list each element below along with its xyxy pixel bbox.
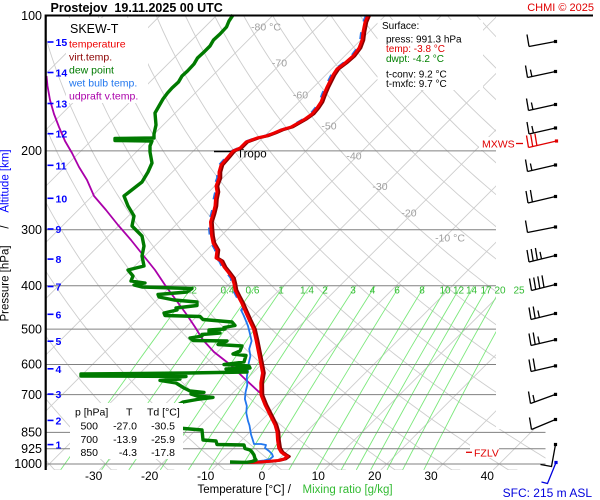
svg-text:20: 20 xyxy=(368,469,382,483)
svg-text:T: T xyxy=(126,407,133,419)
svg-text:11: 11 xyxy=(56,160,67,172)
svg-text:Temperature [°C] /: Temperature [°C] / xyxy=(198,484,292,496)
svg-text:2: 2 xyxy=(322,286,328,297)
svg-text:925: 925 xyxy=(21,442,42,456)
svg-text:12: 12 xyxy=(56,129,68,141)
svg-text:8: 8 xyxy=(56,254,62,266)
svg-text:6: 6 xyxy=(56,309,62,321)
svg-text:-20: -20 xyxy=(401,208,416,220)
svg-text:700: 700 xyxy=(80,434,98,446)
svg-text:-70: -70 xyxy=(272,58,287,70)
svg-text:14: 14 xyxy=(466,286,478,297)
svg-text:400: 400 xyxy=(21,279,42,293)
svg-text:10: 10 xyxy=(439,286,451,297)
svg-text:-10: -10 xyxy=(197,469,215,483)
svg-text:20: 20 xyxy=(494,286,506,297)
svg-text:8: 8 xyxy=(419,286,425,297)
svg-text:-13.9: -13.9 xyxy=(113,434,137,446)
svg-text:1: 1 xyxy=(278,286,284,297)
svg-text:7: 7 xyxy=(56,282,62,294)
svg-text:temp: -3.8 °C: temp: -3.8 °C xyxy=(386,44,445,55)
svg-text:15: 15 xyxy=(56,37,68,49)
svg-text:700: 700 xyxy=(21,388,42,402)
svg-text:wet bulb temp.: wet bulb temp. xyxy=(68,78,137,90)
svg-text:3: 3 xyxy=(56,389,62,401)
svg-text:Surface:: Surface: xyxy=(382,21,419,32)
svg-text:CHMI © 2025: CHMI © 2025 xyxy=(527,2,594,14)
svg-text:t-mxfc: 9.7 °C: t-mxfc: 9.7 °C xyxy=(386,79,447,90)
svg-text:600: 600 xyxy=(21,358,42,372)
svg-text:-4.3: -4.3 xyxy=(119,447,137,459)
svg-text:6: 6 xyxy=(394,286,400,297)
svg-text:press: 991.3 hPa: press: 991.3 hPa xyxy=(386,35,462,46)
svg-text:dew point: dew point xyxy=(69,65,114,77)
svg-text:0.6: 0.6 xyxy=(246,286,260,297)
svg-text:850: 850 xyxy=(80,447,98,459)
svg-text:1.4: 1.4 xyxy=(300,286,314,297)
svg-text:MXWS: MXWS xyxy=(482,138,515,150)
svg-text:-25.9: -25.9 xyxy=(151,434,175,446)
svg-text:Td [°C]: Td [°C] xyxy=(147,407,180,419)
svg-text:virt.temp.: virt.temp. xyxy=(69,52,112,64)
svg-text:-30.5: -30.5 xyxy=(151,421,175,433)
svg-text:SFC: 215 m ASL: SFC: 215 m ASL xyxy=(503,486,593,500)
svg-text:-30: -30 xyxy=(85,469,103,483)
svg-text:-20: -20 xyxy=(141,469,159,483)
svg-text:/: / xyxy=(0,225,12,229)
svg-text:300: 300 xyxy=(21,223,42,237)
svg-text:Pressure [hPa]: Pressure [hPa] xyxy=(0,245,12,321)
svg-text:200: 200 xyxy=(21,144,42,158)
svg-text:-27.0: -27.0 xyxy=(113,421,137,433)
svg-text:9: 9 xyxy=(56,224,62,236)
svg-text:-80 °C: -80 °C xyxy=(251,22,281,34)
svg-text:-50: -50 xyxy=(321,121,336,133)
svg-text:12: 12 xyxy=(453,286,465,297)
svg-text:1000: 1000 xyxy=(14,457,42,471)
svg-text:temperature: temperature xyxy=(69,39,126,51)
svg-text:10: 10 xyxy=(312,469,326,483)
svg-text:Altitude [km]: Altitude [km] xyxy=(0,149,12,212)
svg-text:500: 500 xyxy=(80,421,98,433)
svg-text:30: 30 xyxy=(424,469,438,483)
svg-text:10: 10 xyxy=(56,193,68,205)
svg-text:500: 500 xyxy=(21,322,42,336)
svg-text:5: 5 xyxy=(56,336,62,348)
svg-text:SKEW-T: SKEW-T xyxy=(70,22,119,36)
svg-text:-17.8: -17.8 xyxy=(151,447,175,459)
svg-text:udpraft v.temp.: udpraft v.temp. xyxy=(69,91,138,103)
svg-text:40: 40 xyxy=(481,469,495,483)
svg-text:25: 25 xyxy=(513,286,525,297)
svg-text:t-conv: 9.2 °C: t-conv: 9.2 °C xyxy=(386,69,447,80)
svg-text:1: 1 xyxy=(56,440,62,452)
svg-text:0: 0 xyxy=(259,469,266,483)
svg-text:14: 14 xyxy=(56,68,68,80)
svg-text:17: 17 xyxy=(480,286,492,297)
svg-text:FZLV: FZLV xyxy=(474,447,499,459)
svg-text:4: 4 xyxy=(370,286,376,297)
svg-text:dwpt: -4.2 °C: dwpt: -4.2 °C xyxy=(386,54,444,65)
svg-text:Prostejov 19.11.2025 00 UTC: Prostejov 19.11.2025 00 UTC xyxy=(51,1,223,15)
svg-text:-30: -30 xyxy=(372,181,387,193)
svg-text:13: 13 xyxy=(56,99,68,111)
svg-text:100: 100 xyxy=(21,9,42,23)
svg-text:2: 2 xyxy=(56,415,62,427)
svg-text:4: 4 xyxy=(56,364,62,376)
svg-text:-40: -40 xyxy=(346,151,361,163)
svg-text:0.4: 0.4 xyxy=(221,286,235,297)
svg-text:p [hPa]: p [hPa] xyxy=(75,407,108,419)
svg-text:Tropo: Tropo xyxy=(237,149,267,161)
svg-text:Mixing ratio [g/kg]: Mixing ratio [g/kg] xyxy=(303,484,393,496)
svg-text:-10 °C: -10 °C xyxy=(435,233,465,245)
svg-text:-60: -60 xyxy=(293,90,308,102)
svg-text:3: 3 xyxy=(350,286,356,297)
svg-text:850: 850 xyxy=(21,426,42,440)
